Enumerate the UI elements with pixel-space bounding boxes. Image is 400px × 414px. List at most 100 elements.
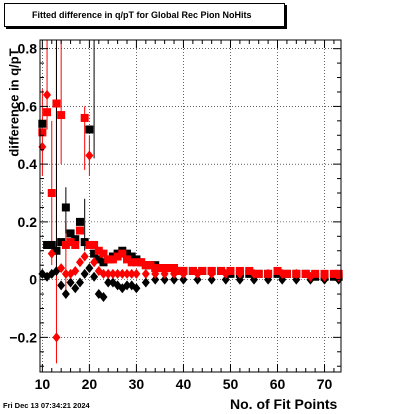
data-point-square [217,266,226,275]
data-point-diamond [235,268,244,279]
data-point-square [226,266,235,275]
data-point-square [127,258,136,267]
x-tick-label: 10 [35,376,51,392]
data-point-square [155,264,164,273]
data-point-diamond [249,268,258,279]
error-bars [41,40,95,364]
data-point-diamond [221,268,230,279]
data-point-square [90,249,99,258]
data-point-diamond [104,277,113,288]
data-point-square [123,255,132,264]
y-tick-label: 0 [29,272,37,288]
data-point-diamond [99,268,108,279]
data-point-diamond [141,277,150,288]
x-tick-label: 30 [129,376,145,392]
data-point-square [61,203,70,212]
data-point-square [43,240,52,249]
data-point-square [301,269,310,278]
data-point-diamond [306,271,315,282]
data-point-square [52,246,61,255]
data-point-square [99,258,108,267]
data-point-square [94,255,103,264]
x-tick-label: 60 [270,376,286,392]
data-point-square [75,217,84,226]
data-point-diamond [151,268,160,279]
data-point-diamond [80,251,89,262]
x-axis-label: No. of Fit Points [230,396,338,412]
x-tick-label: 50 [223,376,239,392]
data-point-diamond [221,274,230,285]
data-point-square [66,238,75,247]
data-point-square [38,119,47,128]
axis-ticks: 10 20 30 40 50 60 70 −0.2 0 0.2 0.4 0.6 0.8 [9,40,341,392]
data-point-square [127,252,136,261]
timestamp: Fri Dec 13 07:34:21 2024 [3,401,90,410]
data-point-square [85,125,94,134]
data-point-diamond [193,274,202,285]
data-point-diamond [179,268,188,279]
data-point-diamond [85,263,94,274]
data-point-diamond [141,268,150,279]
data-point-square [108,255,117,264]
data-point-square [160,264,169,273]
data-point-square [245,266,254,275]
data-point-diamond [61,268,70,279]
x-tick-label: 70 [317,376,333,392]
data-point-diamond [123,280,132,291]
data-point-square [132,258,141,267]
data-point-diamond [52,332,61,343]
x-tick-label: 40 [176,376,192,392]
data-point-square [198,266,207,275]
data-point-diamond [264,268,273,279]
y-tick-label: 0.8 [18,41,38,57]
data-points [38,89,343,343]
data-point-diamond [43,89,52,100]
data-point-diamond [108,268,117,279]
data-point-square [71,235,80,244]
y-axis-label: difference in q/pT [6,48,22,157]
data-point-diamond [90,257,99,268]
data-point-square [80,238,89,247]
data-point-diamond [57,263,66,274]
data-point-square [90,240,99,249]
y-tick-label: 0.6 [18,98,38,114]
data-point-square [75,226,84,235]
data-point-diamond [57,280,66,291]
data-point-diamond [292,268,301,279]
data-point-diamond [75,257,84,268]
data-point-square [174,266,183,275]
data-point-square [123,249,132,258]
data-point-diamond [66,277,75,288]
data-point-diamond [160,268,169,279]
data-point-diamond [132,268,141,279]
data-point-square [311,269,320,278]
data-point-diamond [123,268,132,279]
data-point-diamond [71,283,80,294]
data-point-diamond [179,274,188,285]
data-point-diamond [235,274,244,285]
data-point-diamond [47,248,56,259]
data-point-diamond [207,268,216,279]
data-point-square [254,269,263,278]
data-point-diamond [170,274,179,285]
data-point-square [57,111,66,120]
data-point-diamond [118,268,127,279]
data-point-diamond [85,150,94,161]
data-point-square [99,249,108,258]
data-point-diamond [151,274,160,285]
data-point-square [85,240,94,249]
y-tick-label: −0.2 [9,329,37,345]
data-point-diamond [80,268,89,279]
grid [40,40,341,372]
data-point-diamond [193,268,202,279]
data-point-square [170,264,179,273]
data-point-square [141,261,150,270]
data-point-square [118,249,127,258]
data-point-square [47,240,56,249]
data-point-square [57,238,66,247]
data-point-diamond [99,291,108,302]
data-point-square [329,269,338,278]
data-point-diamond [104,268,113,279]
y-tick-label: 0.4 [18,156,38,172]
